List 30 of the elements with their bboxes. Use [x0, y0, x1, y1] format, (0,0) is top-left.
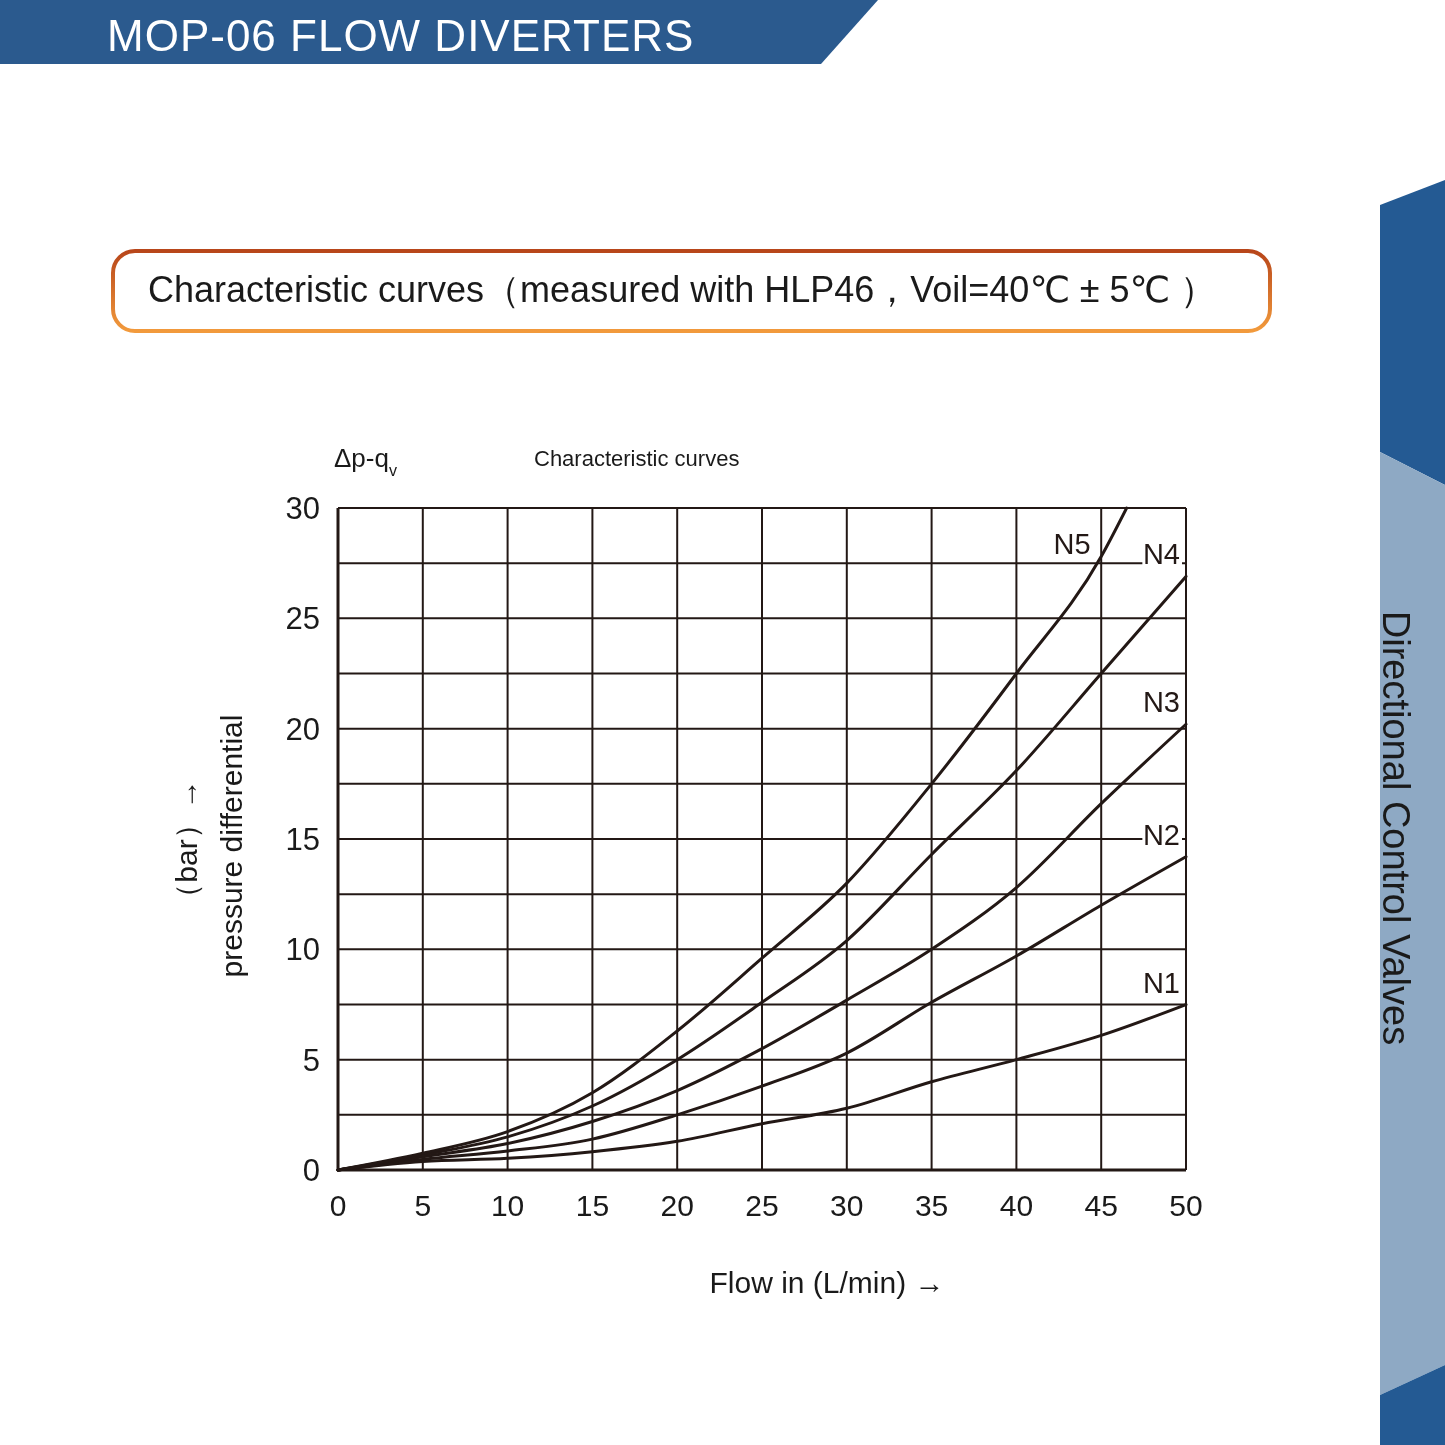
x-tick-label: 25: [745, 1189, 779, 1222]
series-label: N5: [1053, 528, 1091, 560]
series-label: N4: [1142, 538, 1180, 571]
x-tick-label: 35: [914, 1189, 949, 1222]
x-tick-label: 15: [575, 1189, 610, 1222]
y-tick-label: 0: [302, 1152, 320, 1188]
x-tick-label: 45: [1084, 1189, 1118, 1222]
x-axis-title: Flow in (L/min) →: [709, 1266, 945, 1299]
x-tick-label: 10: [490, 1189, 525, 1222]
y-tick-label: 20: [285, 711, 320, 747]
series-label: N1: [1142, 966, 1180, 999]
chart-title: MOP-06 FLOW DIVERTERS: [107, 11, 695, 60]
x-tick-label: 0: [329, 1189, 347, 1222]
y-tick-label: 5: [302, 1042, 320, 1078]
y-tick-label: 10: [285, 932, 320, 968]
y-tick-label: 30: [285, 490, 320, 526]
y-tick-label: 25: [285, 601, 320, 637]
text: Directional Control Valves: [1374, 610, 1417, 1046]
x-tick-label: 40: [999, 1189, 1034, 1222]
chart-subtitle: Characteristic curves（measured with HLP46，Voil=40℃ ± 5℃ ）: [148, 269, 1217, 310]
text: Δp-q$_{v}$: [334, 443, 398, 479]
x-tick-label: 20: [660, 1189, 694, 1222]
text: Characteristic curves: [534, 446, 740, 471]
x-tick-label: 30: [830, 1189, 864, 1222]
y-tick-label: 15: [285, 821, 320, 857]
y-axis-title: pressure differential （bar）→: [170, 714, 248, 978]
x-tick-label: 50: [1169, 1189, 1203, 1222]
x-tick-label: 5: [414, 1189, 432, 1222]
series-label: N3: [1142, 686, 1180, 719]
series-label: N2: [1142, 818, 1180, 851]
